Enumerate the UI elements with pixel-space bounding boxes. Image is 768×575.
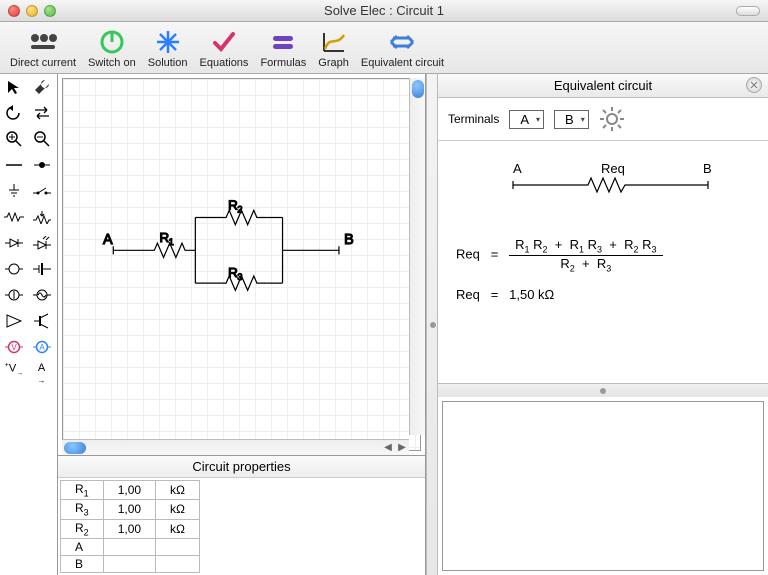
toolbar-label: Direct current [10, 57, 76, 69]
toolbar-label: Switch on [88, 57, 136, 69]
snowflake-icon [148, 27, 188, 57]
graph-icon [318, 27, 349, 57]
voltage-source-tool[interactable] [2, 258, 26, 280]
scrollbar-thumb[interactable] [64, 442, 86, 454]
terminals-label: Terminals [448, 112, 499, 126]
zoom-in-tool[interactable] [2, 128, 26, 150]
toolbar-label: Formulas [260, 57, 306, 69]
solution-button[interactable]: Solution [144, 27, 192, 69]
horizontal-splitter[interactable] [438, 383, 768, 397]
voltmeter-tool[interactable]: V [2, 336, 26, 358]
switch-tool[interactable] [30, 180, 54, 202]
main-toolbar: Direct current Switch on Solution Equati… [0, 22, 768, 74]
equals-icon [260, 27, 306, 57]
terminal-b-select[interactable]: B [554, 110, 589, 129]
equivalent-circuit-button[interactable]: Equivalent circuit [357, 27, 448, 69]
table-row[interactable]: R21,00kΩ [61, 519, 200, 538]
scroll-right-icon[interactable]: ▶ [395, 442, 409, 453]
title-bar: Solve Elec : Circuit 1 [0, 0, 768, 22]
direct-current-icon [10, 27, 76, 57]
power-icon [88, 27, 136, 57]
properties-table: R11,00kΩR31,00kΩR21,00kΩAB [60, 480, 200, 573]
table-row[interactable]: R31,00kΩ [61, 500, 200, 519]
circuit-canvas[interactable]: A R1 R2 R3 [58, 74, 425, 455]
bottom-blank-panel [442, 401, 764, 571]
gear-icon[interactable] [599, 106, 625, 132]
resistor-tool[interactable] [2, 206, 26, 228]
swap-icon [361, 27, 444, 57]
toolbar-label: Equivalent circuit [361, 57, 444, 69]
battery-tool[interactable] [30, 258, 54, 280]
pointer-tool[interactable] [2, 76, 26, 98]
req-value: Req = 1,50 kΩ [456, 287, 756, 302]
table-row[interactable]: R11,00kΩ [61, 480, 200, 499]
wrench-tool[interactable] [30, 76, 54, 98]
voltage-label-tool[interactable]: +V→ [2, 362, 26, 384]
opamp-tool[interactable] [2, 310, 26, 332]
req-formula: Req = R1 R2 + R1 R3 + R2 R3 R2 + R3 [456, 237, 756, 273]
zoom-out-tool[interactable] [30, 128, 54, 150]
window-title: Solve Elec : Circuit 1 [0, 3, 768, 18]
equations-button[interactable]: Equations [196, 27, 253, 69]
scroll-left-icon[interactable]: ◀ [381, 442, 395, 453]
switch-on-button[interactable]: Switch on [84, 27, 140, 69]
formulas-button[interactable]: Formulas [256, 27, 310, 69]
properties-title: Circuit properties [58, 456, 425, 478]
vertical-scrollbar[interactable] [409, 78, 425, 435]
terminal-a-select[interactable]: A [509, 110, 544, 129]
rotate-ccw-tool[interactable] [2, 102, 26, 124]
transistor-tool[interactable] [30, 310, 54, 332]
svg-text:V: V [11, 343, 17, 352]
svg-text:A: A [39, 343, 45, 352]
graph-button[interactable]: Graph [314, 27, 353, 69]
scrollbar-thumb[interactable] [412, 80, 424, 98]
table-row[interactable]: A [61, 539, 200, 556]
equivalent-circuit-header: Equivalent circuit ✕ [438, 74, 768, 98]
horizontal-scrollbar[interactable]: ◀ ▶ [62, 439, 409, 455]
node-tool[interactable] [30, 154, 54, 176]
ac-source-tool[interactable] [30, 284, 54, 306]
grid-background [62, 78, 421, 451]
led-tool[interactable] [30, 232, 54, 254]
circuit-properties-panel: Circuit properties R11,00kΩR31,00kΩR21,0… [58, 455, 425, 575]
wire-tool[interactable] [2, 154, 26, 176]
svg-text:Req: Req [601, 161, 625, 176]
current-source-tool[interactable] [2, 284, 26, 306]
direct-current-button[interactable]: Direct current [6, 27, 80, 69]
toolbar-label: Equations [200, 57, 249, 69]
toolbar-label: Graph [318, 57, 349, 69]
terminals-selector-row: Terminals A B [438, 98, 768, 140]
toolbar-label: Solution [148, 57, 188, 69]
diode-tool[interactable] [2, 232, 26, 254]
table-row[interactable]: B [61, 556, 200, 573]
svg-text:A: A [513, 161, 522, 176]
tool-palette: V A +V→ A→ [0, 74, 58, 575]
ammeter-tool[interactable]: A [30, 336, 54, 358]
panel-title: Equivalent circuit [554, 78, 652, 93]
equivalent-circuit-body: A Req B Req = R1 R2 + R1 R3 + R2 R3 R2 + [438, 140, 768, 383]
splitter-handle[interactable] [426, 74, 438, 575]
current-label-tool[interactable]: A→ [30, 362, 54, 384]
swap-arrows-tool[interactable] [30, 102, 54, 124]
ground-tool[interactable] [2, 180, 26, 202]
svg-text:B: B [703, 161, 712, 176]
equivalent-circuit-diagram: A Req B [453, 157, 753, 217]
potentiometer-tool[interactable] [30, 206, 54, 228]
close-panel-button[interactable]: ✕ [746, 77, 762, 93]
check-icon [200, 27, 249, 57]
